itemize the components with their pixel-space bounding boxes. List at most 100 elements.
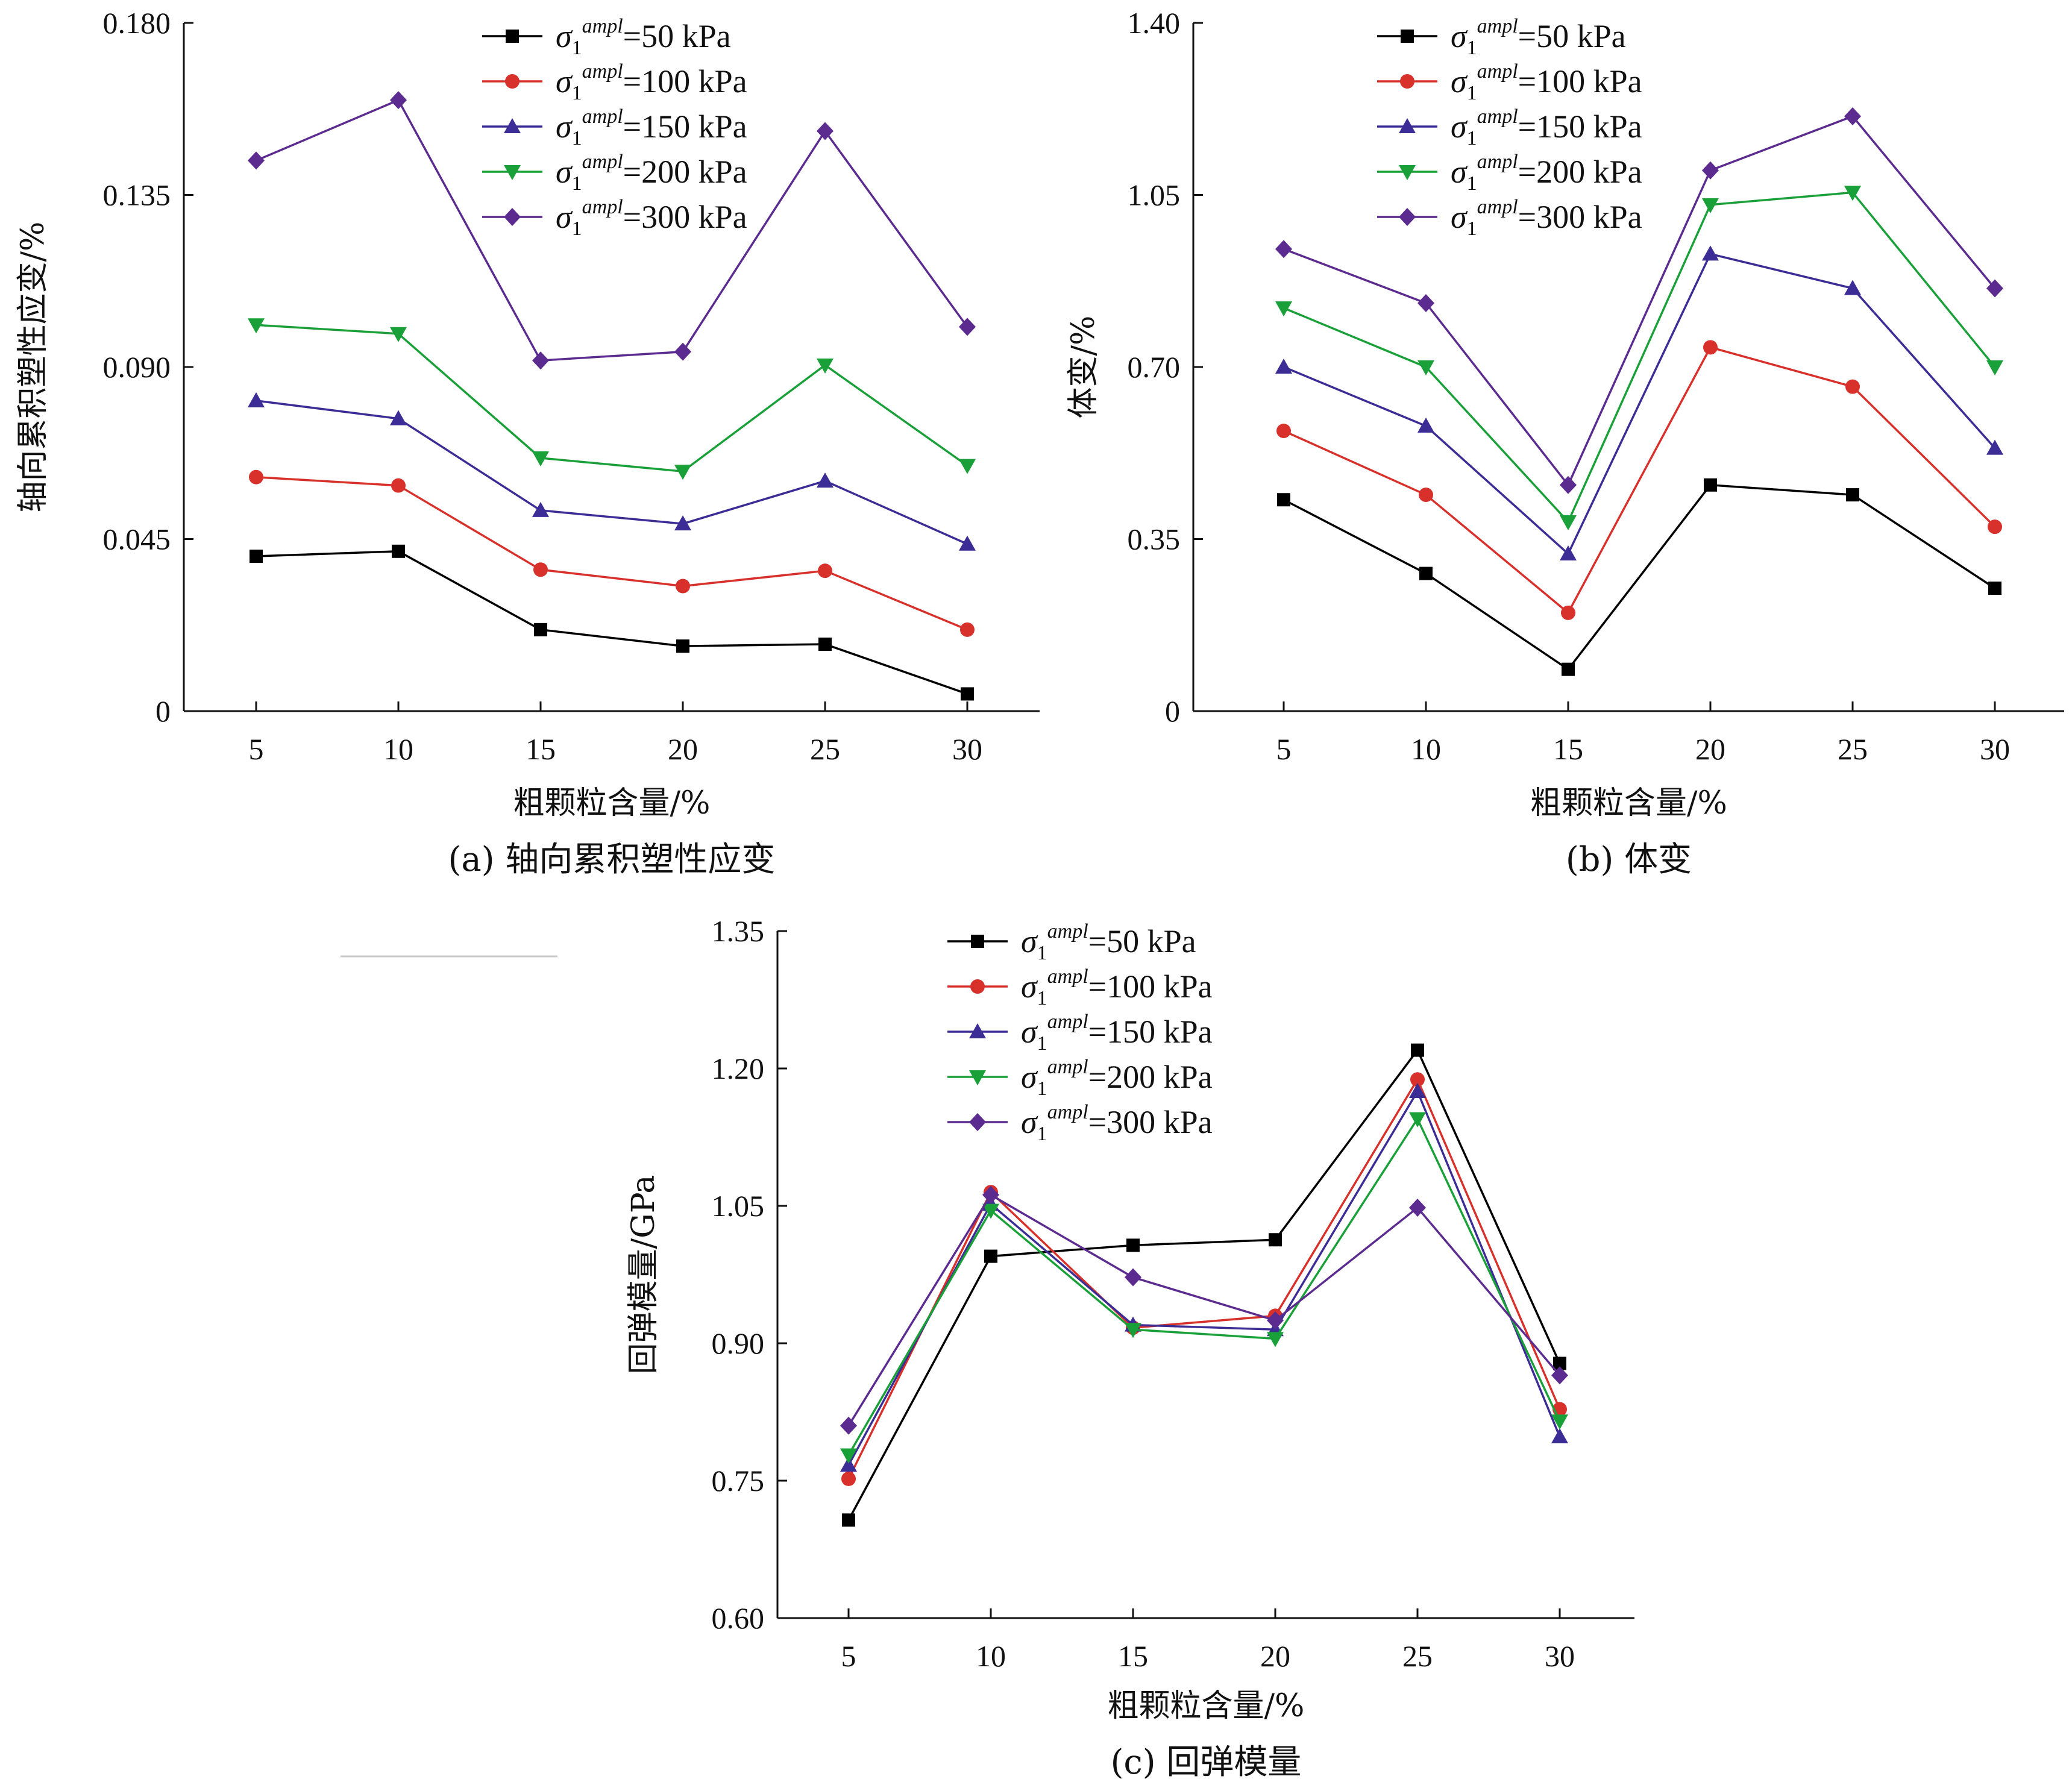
y-tick-label: 0: [155, 694, 171, 728]
series-line: [256, 98, 969, 362]
series-line: [847, 1048, 1561, 1521]
data-point: [390, 410, 407, 425]
x-tick-label: 25: [1402, 1639, 1433, 1673]
data-point: [1419, 488, 1433, 503]
series-line: [1283, 346, 1996, 615]
y-axis-label: 回弹模量/GPa: [626, 1175, 662, 1375]
legend-entry: σ1ampl=100 kPa: [1021, 965, 1213, 1009]
series-line: [847, 1193, 1561, 1426]
legend-entry: σ1ampl=300 kPa: [1451, 196, 1642, 240]
x-tick-label: 10: [1411, 732, 1441, 766]
legend-entry: σ1ampl=150 kPa: [556, 105, 747, 149]
data-point: [1988, 582, 2001, 595]
x-tick-label: 20: [1695, 732, 1725, 766]
data-point: [840, 1457, 857, 1472]
data-point: [818, 563, 832, 579]
series-line: [256, 400, 968, 545]
legend-marker: [1399, 165, 1416, 180]
data-point: [248, 392, 265, 407]
legend-entry: σ1ampl=100 kPa: [1451, 60, 1642, 104]
data-point: [1553, 1357, 1566, 1370]
legend-marker: [1400, 74, 1414, 89]
y-axis-label: 体变/%: [1066, 316, 1102, 419]
data-point: [1409, 1083, 1426, 1098]
legend-entry: σ1ampl=200 kPa: [1451, 151, 1642, 195]
data-point: [1277, 493, 1290, 507]
legend-entry: σ1ampl=150 kPa: [1021, 1011, 1213, 1055]
data-point: [1844, 280, 1861, 295]
data-point: [391, 478, 406, 493]
data-point: [1419, 566, 1433, 580]
chart-panel-resilient-modulus: 0.60 0.75 0.90 1.05 1.20 1.35 5 10 15 20 25 30 粗颗粒含量…: [626, 914, 1634, 1782]
y-tick-label: 0.90: [712, 1326, 765, 1360]
data-point: [959, 318, 976, 336]
legend-entry: σ1ampl=150 kPa: [1451, 105, 1642, 149]
data-point: [1417, 417, 1434, 433]
data-point: [1551, 1414, 1568, 1430]
x-axis-label: 粗颗粒含量/%: [1530, 785, 1727, 821]
legend-marker: [969, 1113, 986, 1131]
series-line: [256, 475, 968, 631]
data-point: [1986, 279, 2003, 298]
data-point: [841, 1471, 856, 1486]
data-point: [532, 451, 549, 466]
data-point: [390, 327, 407, 342]
data-point: [674, 515, 691, 531]
legend-marker: [969, 1023, 986, 1038]
y-tick-label: 0.35: [1128, 522, 1181, 556]
legend-marker: [1401, 30, 1414, 43]
x-tick-label: 25: [810, 732, 840, 766]
data-point: [960, 622, 975, 637]
data-point: [532, 351, 549, 370]
legend-entry: σ1ampl=300 kPa: [556, 196, 747, 240]
panel-caption: (b) 体变: [1566, 840, 1692, 879]
legend-entry: σ1ampl=50 kPa: [1021, 920, 1196, 964]
data-point: [817, 472, 834, 488]
data-point: [1417, 360, 1434, 375]
data-point: [1125, 1268, 1141, 1287]
legend-marker: [504, 165, 521, 180]
legend-entry: σ1ampl=50 kPa: [556, 15, 731, 59]
data-point: [840, 1416, 857, 1435]
panel-caption: (a) 轴向累积塑性应变: [448, 840, 776, 879]
data-point: [249, 469, 263, 485]
y-tick-label: 0.090: [103, 350, 171, 384]
x-tick-label: 5: [841, 1639, 856, 1673]
x-tick-label: 30: [952, 732, 982, 766]
data-point: [1844, 107, 1861, 125]
data-point: [1704, 478, 1717, 492]
series-line: [1283, 483, 1995, 671]
legend-entry: σ1ampl=50 kPa: [1451, 15, 1626, 59]
y-tick-label: 0.70: [1128, 350, 1181, 384]
x-tick-label: 15: [1118, 1639, 1148, 1673]
data-point: [674, 342, 691, 361]
series-line: [847, 1117, 1561, 1456]
data-point: [1410, 1072, 1425, 1087]
panel-caption: (c) 回弹模量: [1111, 1743, 1302, 1782]
legend-entry: σ1ampl=300 kPa: [1021, 1101, 1213, 1145]
data-point: [674, 465, 691, 480]
legend-marker: [1399, 118, 1416, 133]
legend-marker: [969, 1070, 986, 1085]
y-tick-label: 0.60: [712, 1601, 765, 1635]
x-tick-label: 20: [668, 732, 698, 766]
data-point: [533, 562, 548, 577]
y-tick-label: 0: [1165, 694, 1180, 728]
data-point: [676, 579, 690, 594]
data-point: [1845, 379, 1860, 394]
series-line: [847, 1077, 1561, 1479]
data-point: [534, 623, 547, 636]
y-axis-label: 轴向累积塑性应变/%: [15, 222, 51, 513]
data-point: [1275, 240, 1292, 259]
data-point: [818, 637, 832, 651]
data-point: [1561, 605, 1575, 620]
legend-entry: σ1ampl=100 kPa: [556, 60, 747, 104]
data-point: [1560, 515, 1577, 530]
data-point: [1409, 1199, 1426, 1217]
x-tick-label: 25: [1838, 732, 1868, 766]
data-point: [1986, 439, 2003, 455]
legend-entry: σ1ampl=200 kPa: [556, 151, 747, 195]
data-point: [1267, 1332, 1284, 1347]
chart-panel-axial-strain: 0 0.045 0.090 0.135 0.180 5 10 15 20 25 30 粗颗粒含量/% 轴…: [15, 6, 1040, 879]
data-point: [982, 1185, 999, 1204]
